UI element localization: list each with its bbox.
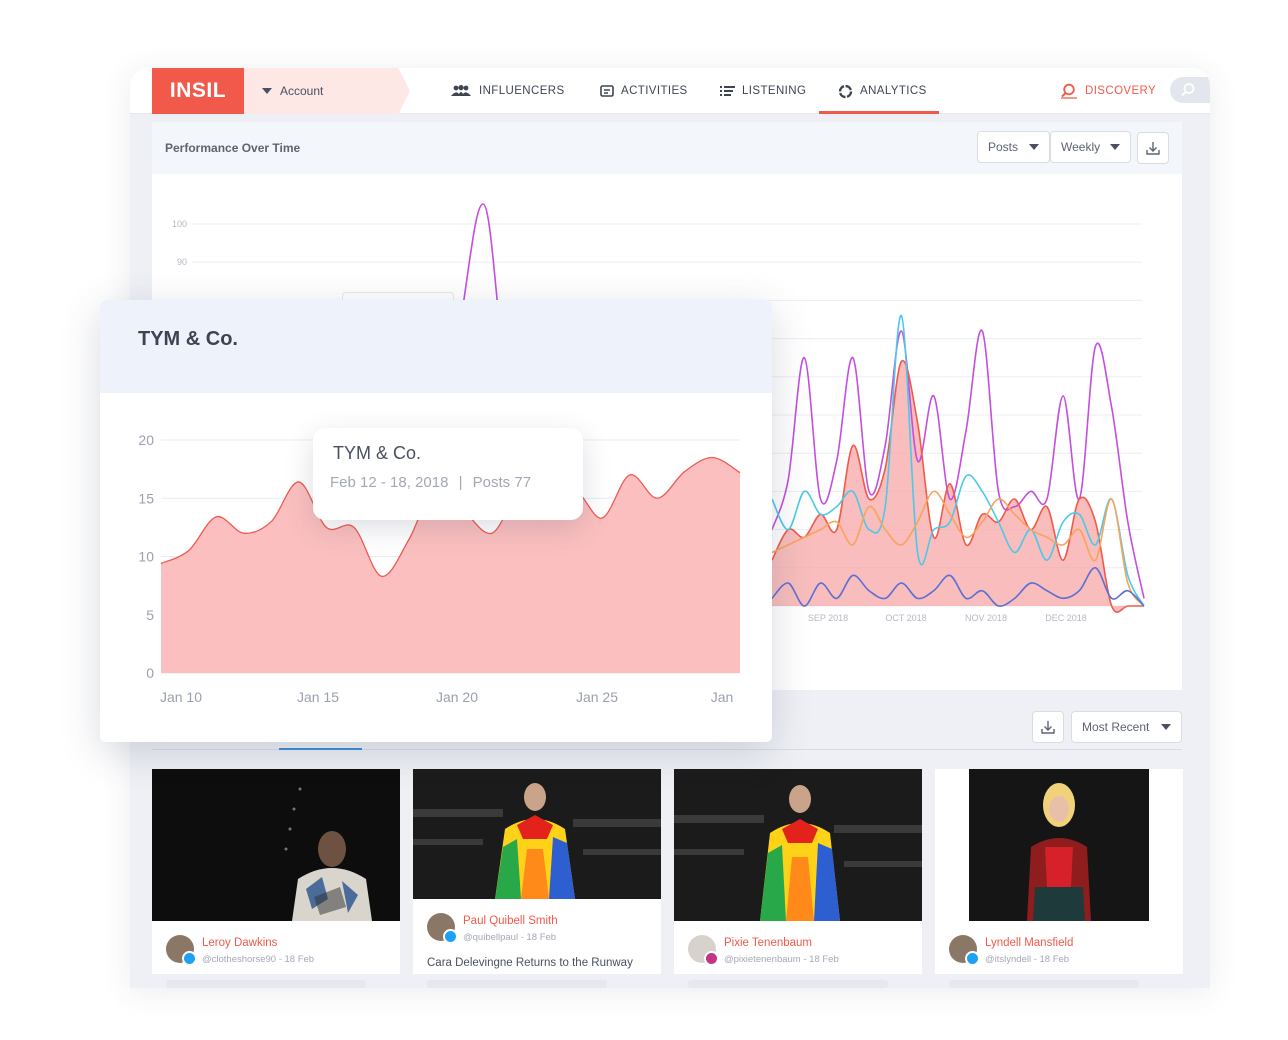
instagram-icon	[704, 951, 719, 966]
brand-title: TYM & Co.	[138, 328, 238, 350]
faded-text	[166, 980, 366, 988]
line-series	[771, 567, 1145, 607]
x-tick-label: Jan	[711, 689, 734, 705]
sort-select[interactable]: Most Recent	[1071, 711, 1182, 743]
brand-card-header: TYM & Co.	[100, 300, 772, 393]
post-meta: @quibellpaul - 18 Feb	[463, 932, 557, 943]
x-tick-label: OCT 2018	[885, 613, 926, 623]
tooltip-value: Posts 77	[472, 474, 532, 491]
x-tick-label: DEC 2018	[1045, 613, 1087, 623]
x-tick-label: Jan 10	[160, 689, 202, 705]
brand-chart-card: TYM & Co. 0 5 10 15 20 Jan 10 Jan 15 Jan 20 Jan …	[100, 300, 772, 742]
post-meta: @itslyndell - 18 Feb	[985, 954, 1070, 965]
post-photo	[413, 769, 661, 899]
y-tick-label: 100	[172, 219, 187, 229]
tooltip-title: TYM & Co.	[333, 443, 422, 463]
y-tick-label: 0	[146, 665, 154, 681]
listening-icon	[720, 86, 735, 96]
active-tab-indicator	[819, 111, 939, 114]
post-card[interactable]: Pixie Tenenbaum @pixietenenbaum - 18 Feb	[674, 769, 922, 974]
tooltip-date: Feb 12 - 18, 2018	[330, 474, 449, 491]
x-tick-label: Jan 20	[436, 689, 478, 705]
nav-item-label: DISCOVERY	[1085, 85, 1157, 97]
analytics-icon	[838, 84, 853, 98]
area-fill	[161, 457, 740, 673]
line-series	[771, 359, 1144, 613]
area-series	[772, 360, 1144, 613]
posts-download-button[interactable]	[1032, 711, 1064, 743]
top-navigation: INSIL Account INFLUENCERS ACTIVITIES	[130, 68, 1210, 114]
users-icon	[451, 85, 471, 96]
post-card[interactable]: Leroy Dawkins @clotheshorse90 - 18 Feb	[152, 769, 400, 974]
search-button[interactable]	[1170, 77, 1210, 103]
nav-item-label: LISTENING	[742, 85, 807, 97]
account-dropdown[interactable]: Account	[244, 68, 410, 114]
post-author[interactable]: Lyndell Mansfield	[985, 937, 1074, 949]
y-tick-label: 10	[138, 549, 154, 565]
twitter-icon	[443, 929, 458, 944]
faded-text	[949, 980, 1139, 988]
active-posts-tab-indicator	[279, 748, 362, 750]
post-photo	[935, 769, 1183, 921]
nav-item-analytics[interactable]: ANALYTICS	[838, 68, 927, 114]
period-select[interactable]: Weekly	[1050, 131, 1131, 163]
post-author[interactable]: Leroy Dawkins	[202, 937, 278, 949]
download-button[interactable]	[1137, 132, 1169, 164]
x-tick-label: Jan 25	[576, 689, 618, 705]
x-tick-label: SEP 2018	[808, 613, 848, 623]
app-window: INSIL Account INFLUENCERS ACTIVITIES	[130, 68, 1210, 988]
period-select-value: Weekly	[1061, 140, 1101, 154]
tooltip-separator: |	[458, 474, 463, 491]
nav-item-label: ANALYTICS	[860, 85, 927, 97]
metric-select[interactable]: Posts	[977, 131, 1050, 163]
tooltip-subtitle: Feb 12 - 18, 2018 | Posts 77	[330, 474, 531, 491]
line-series	[771, 490, 1145, 607]
discovery-icon	[1061, 83, 1077, 99]
download-icon	[1041, 721, 1055, 734]
nav-item-label: INFLUENCERS	[479, 85, 565, 97]
caret-down-icon	[1161, 724, 1171, 730]
faded-text	[688, 980, 888, 988]
y-tick-label: 90	[177, 257, 187, 267]
logo[interactable]: INSIL	[152, 68, 244, 114]
post-author[interactable]: Paul Quibell Smith	[463, 915, 558, 927]
post-headline[interactable]: Cara Delevingne Returns to the Runway	[427, 957, 633, 969]
nav-item-discovery[interactable]: DISCOVERY	[1060, 68, 1156, 114]
twitter-icon	[965, 951, 980, 966]
post-meta: @clotheshorse90 - 18 Feb	[202, 954, 315, 965]
line-series	[771, 314, 1145, 607]
nav-item-activities[interactable]: ACTIVITIES	[600, 68, 688, 114]
chart-tooltip: TYM & Co. Feb 12 - 18, 2018 | Posts 77	[313, 428, 583, 520]
post-card[interactable]: Paul Quibell Smith @quibellpaul - 18 Feb…	[413, 769, 661, 974]
x-tick-label: NOV 2018	[965, 613, 1007, 623]
nav-item-listening[interactable]: LISTENING	[720, 68, 806, 114]
download-icon	[1146, 142, 1160, 155]
search-icon	[1181, 83, 1195, 97]
caret-down-icon	[1029, 144, 1039, 150]
nav-item-label: ACTIVITIES	[621, 85, 688, 97]
metric-select-value: Posts	[988, 140, 1019, 154]
twitter-icon	[182, 951, 197, 966]
post-photo	[152, 769, 400, 921]
post-card[interactable]: Lyndell Mansfield @itslyndell - 18 Feb	[935, 769, 1183, 974]
y-tick-label: 20	[138, 432, 154, 448]
post-photo	[674, 769, 922, 921]
caret-down-icon	[262, 88, 272, 94]
nav-item-influencers[interactable]: INFLUENCERS	[450, 68, 565, 114]
faded-text	[427, 980, 607, 988]
post-meta: @pixietenenbaum - 18 Feb	[724, 954, 839, 965]
caret-down-icon	[1110, 144, 1120, 150]
posts-divider	[152, 749, 1182, 750]
post-author[interactable]: Pixie Tenenbaum	[724, 937, 813, 949]
sort-select-value: Most Recent	[1082, 720, 1150, 734]
y-tick-label: 15	[138, 490, 154, 506]
x-tick-label: Jan 15	[297, 689, 339, 705]
account-label: Account	[280, 84, 324, 98]
activities-icon	[600, 84, 614, 97]
y-tick-label: 5	[146, 607, 154, 623]
panel-title: Performance Over Time	[165, 141, 301, 155]
